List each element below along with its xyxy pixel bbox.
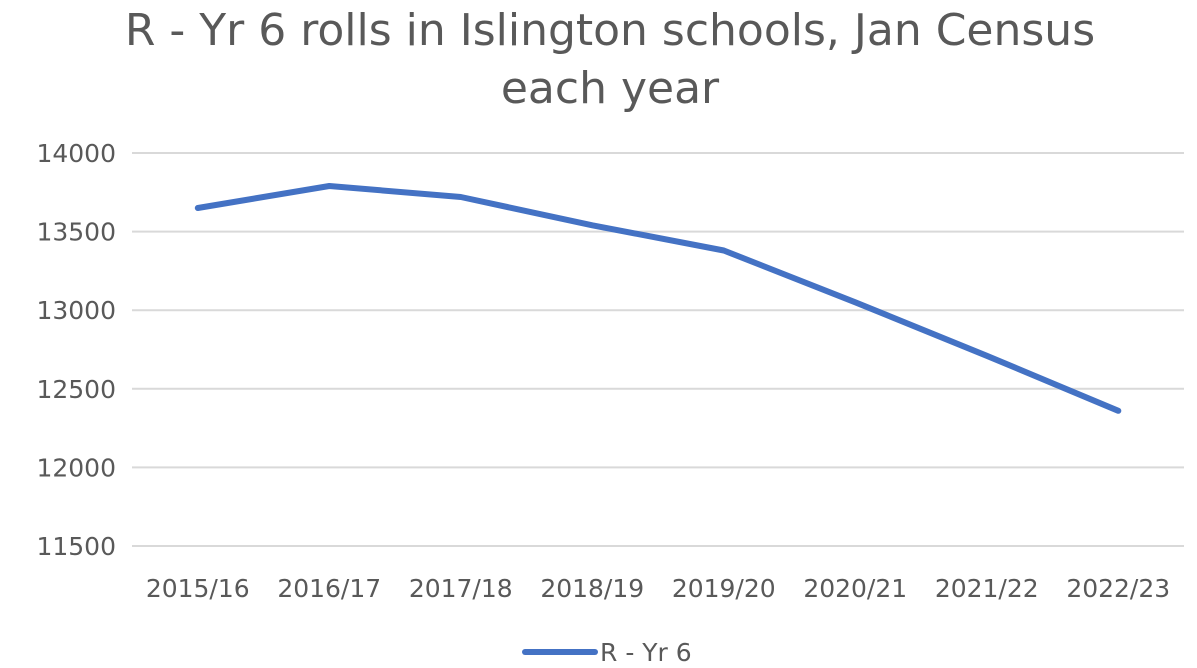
x-tick-label: 2015/16 xyxy=(146,574,250,603)
x-tick-label: 2020/21 xyxy=(803,574,907,603)
y-tick-label: 13500 xyxy=(36,218,116,247)
series-line-r-yr-6 xyxy=(194,183,1122,414)
x-tick-label: 2021/22 xyxy=(935,574,1039,603)
chart-title: R - Yr 6 rolls in Islington schools, Jan… xyxy=(0,2,1197,118)
y-tick-label: 13000 xyxy=(36,296,116,325)
legend-swatch xyxy=(522,649,598,655)
legend: R - Yr 6 xyxy=(522,636,692,668)
chart-title-line-2: each year xyxy=(500,63,720,114)
y-tick-label: 14000 xyxy=(36,139,116,168)
y-tick-label: 12000 xyxy=(36,453,116,482)
x-axis-ticks: 2015/16 2016/17 2017/18 2018/19 2019/20 2020/… xyxy=(146,574,1170,603)
gridlines xyxy=(132,152,1184,547)
x-tick-label: 2019/20 xyxy=(672,574,776,603)
x-tick-label: 2018/19 xyxy=(540,574,644,603)
x-tick-label: 2016/17 xyxy=(277,574,381,603)
y-axis-ticks: 11500 12000 12500 13000 13500 14000 xyxy=(36,139,116,561)
y-tick-label: 11500 xyxy=(36,532,116,561)
y-tick-label: 12500 xyxy=(36,375,116,404)
series-layer xyxy=(194,183,1122,414)
x-tick-label: 2017/18 xyxy=(409,574,513,603)
chart-title-line-1: R - Yr 6 rolls in Islington schools, Jan… xyxy=(124,5,1096,56)
legend-label: R - Yr 6 xyxy=(600,637,692,667)
x-tick-label: 2022/23 xyxy=(1066,574,1170,603)
